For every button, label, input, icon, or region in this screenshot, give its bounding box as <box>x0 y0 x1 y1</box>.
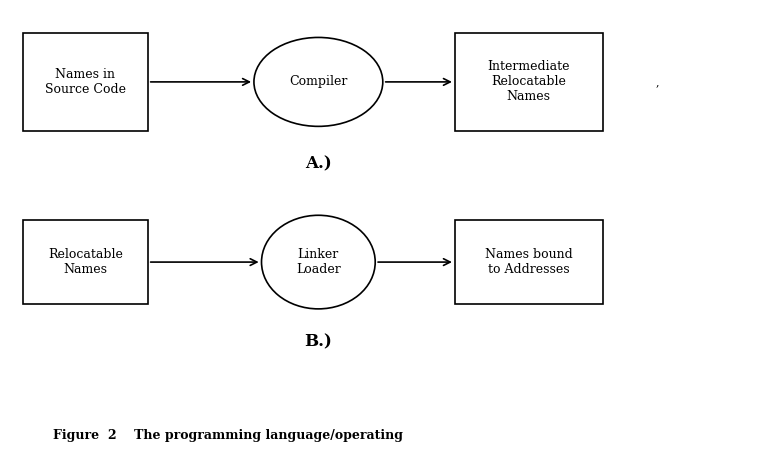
Text: Relocatable
Names: Relocatable Names <box>48 248 123 276</box>
FancyBboxPatch shape <box>23 33 148 131</box>
Text: B.): B.) <box>305 333 332 350</box>
Text: Names in
Source Code: Names in Source Code <box>45 68 126 96</box>
Text: Figure  2    The programming language/operating: Figure 2 The programming language/operat… <box>53 429 403 442</box>
Ellipse shape <box>254 37 383 126</box>
FancyBboxPatch shape <box>23 220 148 304</box>
Text: Compiler: Compiler <box>289 75 348 88</box>
Text: A.): A.) <box>305 155 332 172</box>
FancyBboxPatch shape <box>455 33 603 131</box>
Ellipse shape <box>262 215 375 309</box>
FancyBboxPatch shape <box>455 220 603 304</box>
Text: Names bound
to Addresses: Names bound to Addresses <box>485 248 572 276</box>
Text: Intermediate
Relocatable
Names: Intermediate Relocatable Names <box>487 60 570 103</box>
Text: ,: , <box>656 77 659 87</box>
Text: Linker
Loader: Linker Loader <box>296 248 341 276</box>
